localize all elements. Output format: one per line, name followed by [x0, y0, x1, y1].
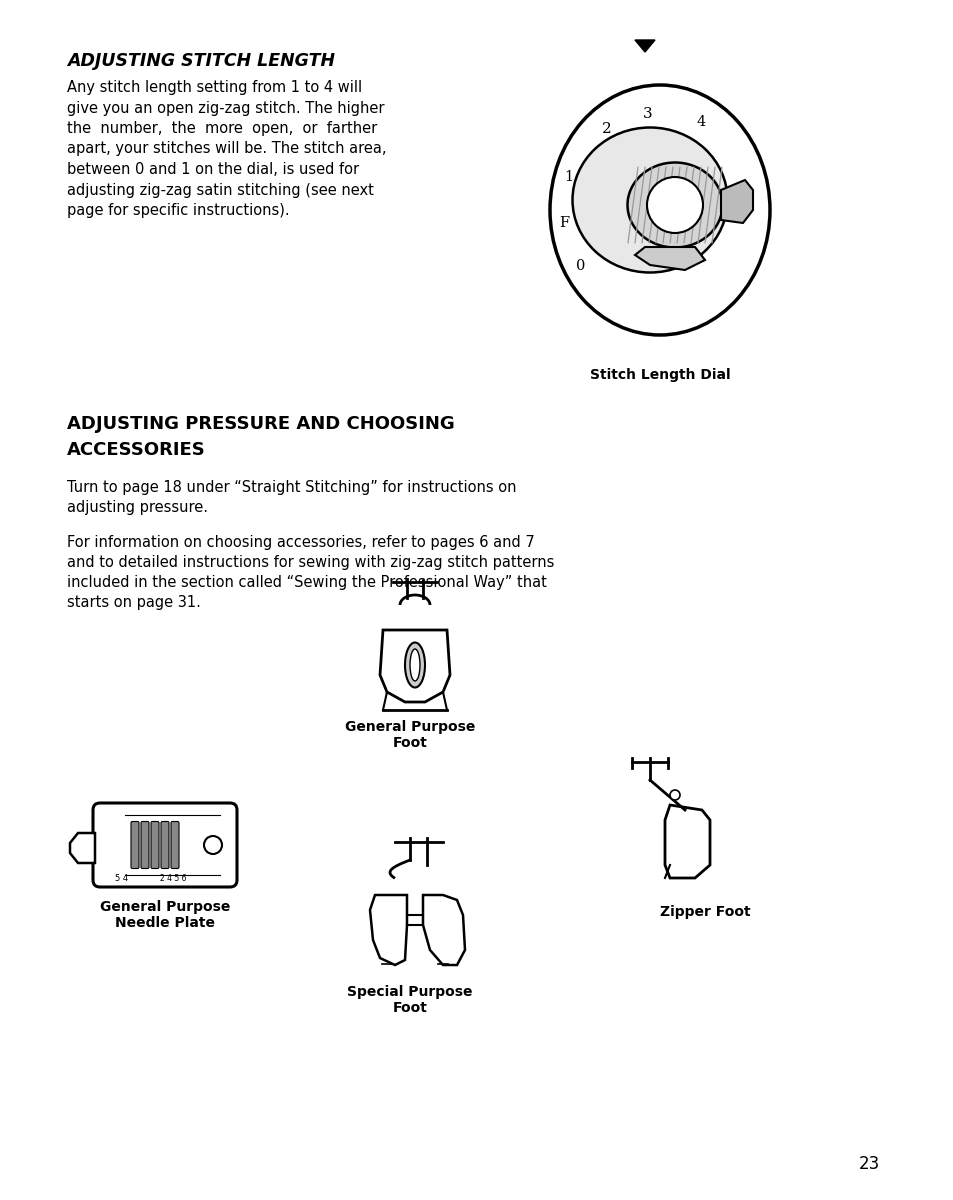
Text: 5 4: 5 4 [115, 874, 128, 883]
Text: the  number,  the  more  open,  or  farther: the number, the more open, or farther [67, 121, 376, 136]
Text: give you an open zig-zag stitch. The higher: give you an open zig-zag stitch. The hig… [67, 101, 384, 115]
Circle shape [204, 836, 222, 854]
Text: adjusting pressure.: adjusting pressure. [67, 500, 208, 515]
Text: ACCESSORIES: ACCESSORIES [67, 440, 206, 458]
Ellipse shape [627, 162, 721, 247]
Text: General Purpose: General Purpose [344, 720, 475, 734]
Polygon shape [635, 40, 655, 52]
Text: 3: 3 [642, 107, 652, 121]
Text: adjusting zig-zag satin stitching (see next: adjusting zig-zag satin stitching (see n… [67, 182, 374, 198]
Ellipse shape [405, 642, 424, 688]
Text: starts on page 31.: starts on page 31. [67, 595, 201, 610]
Polygon shape [422, 895, 464, 965]
FancyBboxPatch shape [151, 822, 159, 869]
Text: Zipper Foot: Zipper Foot [659, 905, 749, 919]
Polygon shape [70, 833, 95, 863]
Ellipse shape [572, 127, 727, 272]
Text: Any stitch length setting from 1 to 4 will: Any stitch length setting from 1 to 4 wi… [67, 80, 362, 95]
Text: apart, your stitches will be. The stitch area,: apart, your stitches will be. The stitch… [67, 142, 386, 156]
Text: 23: 23 [858, 1154, 879, 1174]
Text: 2 4 5 6: 2 4 5 6 [160, 874, 186, 883]
Circle shape [646, 176, 702, 233]
Polygon shape [635, 247, 704, 270]
Text: page for specific instructions).: page for specific instructions). [67, 203, 290, 218]
Text: Foot: Foot [392, 736, 427, 750]
Circle shape [669, 790, 679, 800]
Polygon shape [720, 180, 752, 223]
Text: 0: 0 [576, 259, 584, 272]
Text: F: F [558, 216, 568, 230]
Text: 2: 2 [601, 121, 612, 136]
Polygon shape [370, 895, 407, 965]
Text: ADJUSTING STITCH LENGTH: ADJUSTING STITCH LENGTH [67, 52, 335, 70]
FancyBboxPatch shape [131, 822, 139, 869]
Text: ADJUSTING PRESSURE AND CHOOSING: ADJUSTING PRESSURE AND CHOOSING [67, 415, 455, 433]
Text: and to detailed instructions for sewing with zig-zag stitch patterns: and to detailed instructions for sewing … [67, 554, 554, 570]
Text: Stitch Length Dial: Stitch Length Dial [589, 368, 730, 382]
Text: General Purpose: General Purpose [100, 900, 230, 914]
Text: Special Purpose: Special Purpose [347, 985, 473, 998]
FancyBboxPatch shape [171, 822, 179, 869]
Text: between 0 and 1 on the dial, is used for: between 0 and 1 on the dial, is used for [67, 162, 358, 176]
Ellipse shape [410, 649, 419, 680]
Text: 4: 4 [696, 115, 705, 130]
Text: 1: 1 [563, 170, 573, 184]
Polygon shape [664, 805, 709, 878]
Text: For information on choosing accessories, refer to pages 6 and 7: For information on choosing accessories,… [67, 535, 535, 550]
Polygon shape [379, 630, 450, 702]
Text: Needle Plate: Needle Plate [115, 916, 214, 930]
FancyBboxPatch shape [141, 822, 149, 869]
Text: Turn to page 18 under “Straight Stitching” for instructions on: Turn to page 18 under “Straight Stitchin… [67, 480, 516, 494]
Ellipse shape [550, 85, 769, 335]
Text: included in the section called “Sewing the Professional Way” that: included in the section called “Sewing t… [67, 575, 546, 590]
FancyBboxPatch shape [161, 822, 169, 869]
FancyBboxPatch shape [92, 803, 236, 887]
Text: Foot: Foot [392, 1001, 427, 1015]
